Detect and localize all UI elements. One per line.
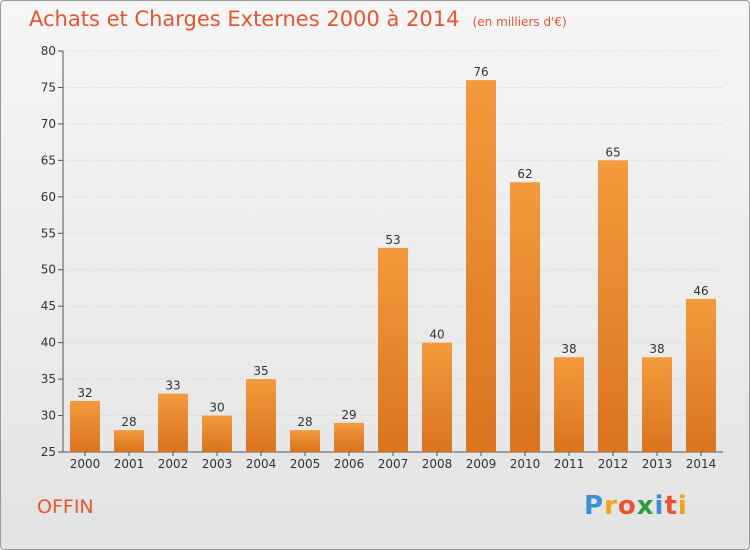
x-tick-label-2014: 2014 — [686, 457, 717, 471]
y-tick-label: 65 — [41, 153, 56, 167]
bar-2009 — [466, 80, 496, 452]
y-tick-label: 70 — [41, 117, 56, 131]
bar-2005 — [290, 430, 320, 452]
bar-2004 — [246, 379, 276, 452]
x-tick-label-2002: 2002 — [158, 457, 189, 471]
data-label-2007: 53 — [385, 233, 400, 247]
data-labels: 32 28 33 30 35 28 29 53 40 76 62 38 65 38 46 — [77, 65, 708, 429]
bar-2003 — [202, 415, 232, 452]
commune-name: OFFIN — [37, 496, 94, 518]
proxiti-logo: Proxiti — [584, 491, 688, 521]
data-label-2008: 40 — [429, 328, 444, 342]
x-tick-label-2013: 2013 — [642, 457, 673, 471]
data-label-2012: 65 — [605, 145, 620, 159]
x-tick-label-2007: 2007 — [378, 457, 409, 471]
bar-2007 — [378, 247, 408, 452]
chart-title: Achats et Charges Externes 2000 à 2014 — [29, 7, 460, 31]
x-tick-label-2011: 2011 — [554, 457, 585, 471]
bar-2012 — [598, 160, 628, 452]
data-label-2013: 38 — [649, 342, 664, 356]
y-tick-label: 55 — [41, 226, 56, 240]
y-tick-label: 75 — [41, 80, 56, 94]
x-tick-label-2012: 2012 — [598, 457, 629, 471]
bar-2011 — [554, 357, 584, 452]
bars — [70, 80, 716, 452]
chart-title-block: Achats et Charges Externes 2000 à 2014 (… — [29, 7, 567, 31]
bar-2006 — [334, 422, 364, 452]
logo-letter: t — [664, 491, 678, 521]
bar-2002 — [158, 393, 188, 452]
y-tick-label: 60 — [41, 190, 56, 204]
data-label-2000: 32 — [77, 386, 92, 400]
data-label-2009: 76 — [473, 65, 488, 79]
data-label-2001: 28 — [121, 415, 136, 429]
bar-2010 — [510, 182, 540, 452]
x-tick-label-2009: 2009 — [466, 457, 497, 471]
bar-2014 — [686, 298, 716, 452]
x-tick-label-2008: 2008 — [422, 457, 453, 471]
x-tick-label-2000: 2000 — [70, 457, 101, 471]
data-label-2014: 46 — [693, 284, 708, 298]
data-label-2002: 33 — [165, 379, 180, 393]
data-label-2010: 62 — [517, 167, 532, 181]
y-tick-label: 35 — [41, 372, 56, 386]
logo-letter: o — [617, 491, 637, 521]
y-tick-label: 80 — [41, 44, 56, 58]
data-label-2003: 30 — [209, 401, 224, 415]
x-tick-label-2005: 2005 — [290, 457, 321, 471]
y-tick-label: 50 — [41, 263, 56, 277]
x-tick-label-2001: 2001 — [114, 457, 145, 471]
x-tick-label-2003: 2003 — [202, 457, 233, 471]
y-tick-label: 25 — [41, 445, 56, 459]
logo-letter: i — [654, 491, 665, 521]
bar-2001 — [114, 430, 144, 452]
x-tick-label-2004: 2004 — [246, 457, 277, 471]
data-label-2004: 35 — [253, 364, 268, 378]
logo-letter: i — [677, 491, 688, 521]
x-tick-label-2010: 2010 — [510, 457, 541, 471]
data-label-2005: 28 — [297, 415, 312, 429]
x-tick-label-2006: 2006 — [334, 457, 365, 471]
logo-letter: r — [604, 491, 618, 521]
data-label-2011: 38 — [561, 342, 576, 356]
y-tick-label: 40 — [41, 336, 56, 350]
axes: 25 30 35 40 45 50 55 60 65 70 75 80 2000 2001 2002 2003… — [41, 44, 723, 471]
data-label-2006: 29 — [341, 408, 356, 422]
y-tick-label: 45 — [41, 299, 56, 313]
logo-letter: x — [636, 491, 655, 521]
chart-subtitle: (en milliers d'€) — [472, 15, 567, 29]
bar-2013 — [642, 357, 672, 452]
bar-2008 — [422, 342, 452, 452]
logo-letter: P — [584, 491, 605, 521]
y-tick-label: 30 — [41, 409, 56, 423]
bar-2000 — [70, 400, 100, 452]
